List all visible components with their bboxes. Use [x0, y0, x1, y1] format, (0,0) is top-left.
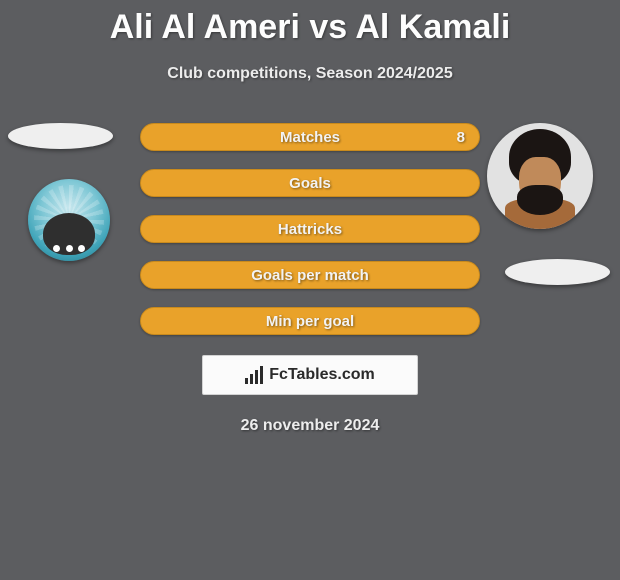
stat-label: Goals	[289, 175, 331, 192]
stat-row-matches: Matches 8	[140, 123, 480, 151]
stat-row-hattricks: Hattricks	[140, 215, 480, 243]
brand-chart-icon	[245, 366, 263, 384]
right-placeholder-ellipse	[505, 259, 610, 285]
stat-row-min-per-goal: Min per goal	[140, 307, 480, 335]
left-placeholder-ellipse	[8, 123, 113, 149]
stat-label: Matches	[280, 129, 340, 146]
stat-row-goals: Goals	[140, 169, 480, 197]
stat-row-goals-per-match: Goals per match	[140, 261, 480, 289]
stat-label: Goals per match	[251, 267, 369, 284]
brand-text: FcTables.com	[269, 366, 375, 384]
subtitle: Club competitions, Season 2024/2025	[0, 65, 620, 83]
brand-box[interactable]: FcTables.com	[202, 355, 418, 395]
page-title: Ali Al Ameri vs Al Kamali	[0, 0, 620, 47]
player1-club-logo	[28, 179, 110, 261]
stat-label: Hattricks	[278, 221, 342, 238]
date-label: 26 november 2024	[0, 417, 620, 435]
stat-label: Min per goal	[266, 313, 354, 330]
player2-avatar	[487, 123, 593, 229]
stat-value-right: 8	[457, 129, 465, 146]
